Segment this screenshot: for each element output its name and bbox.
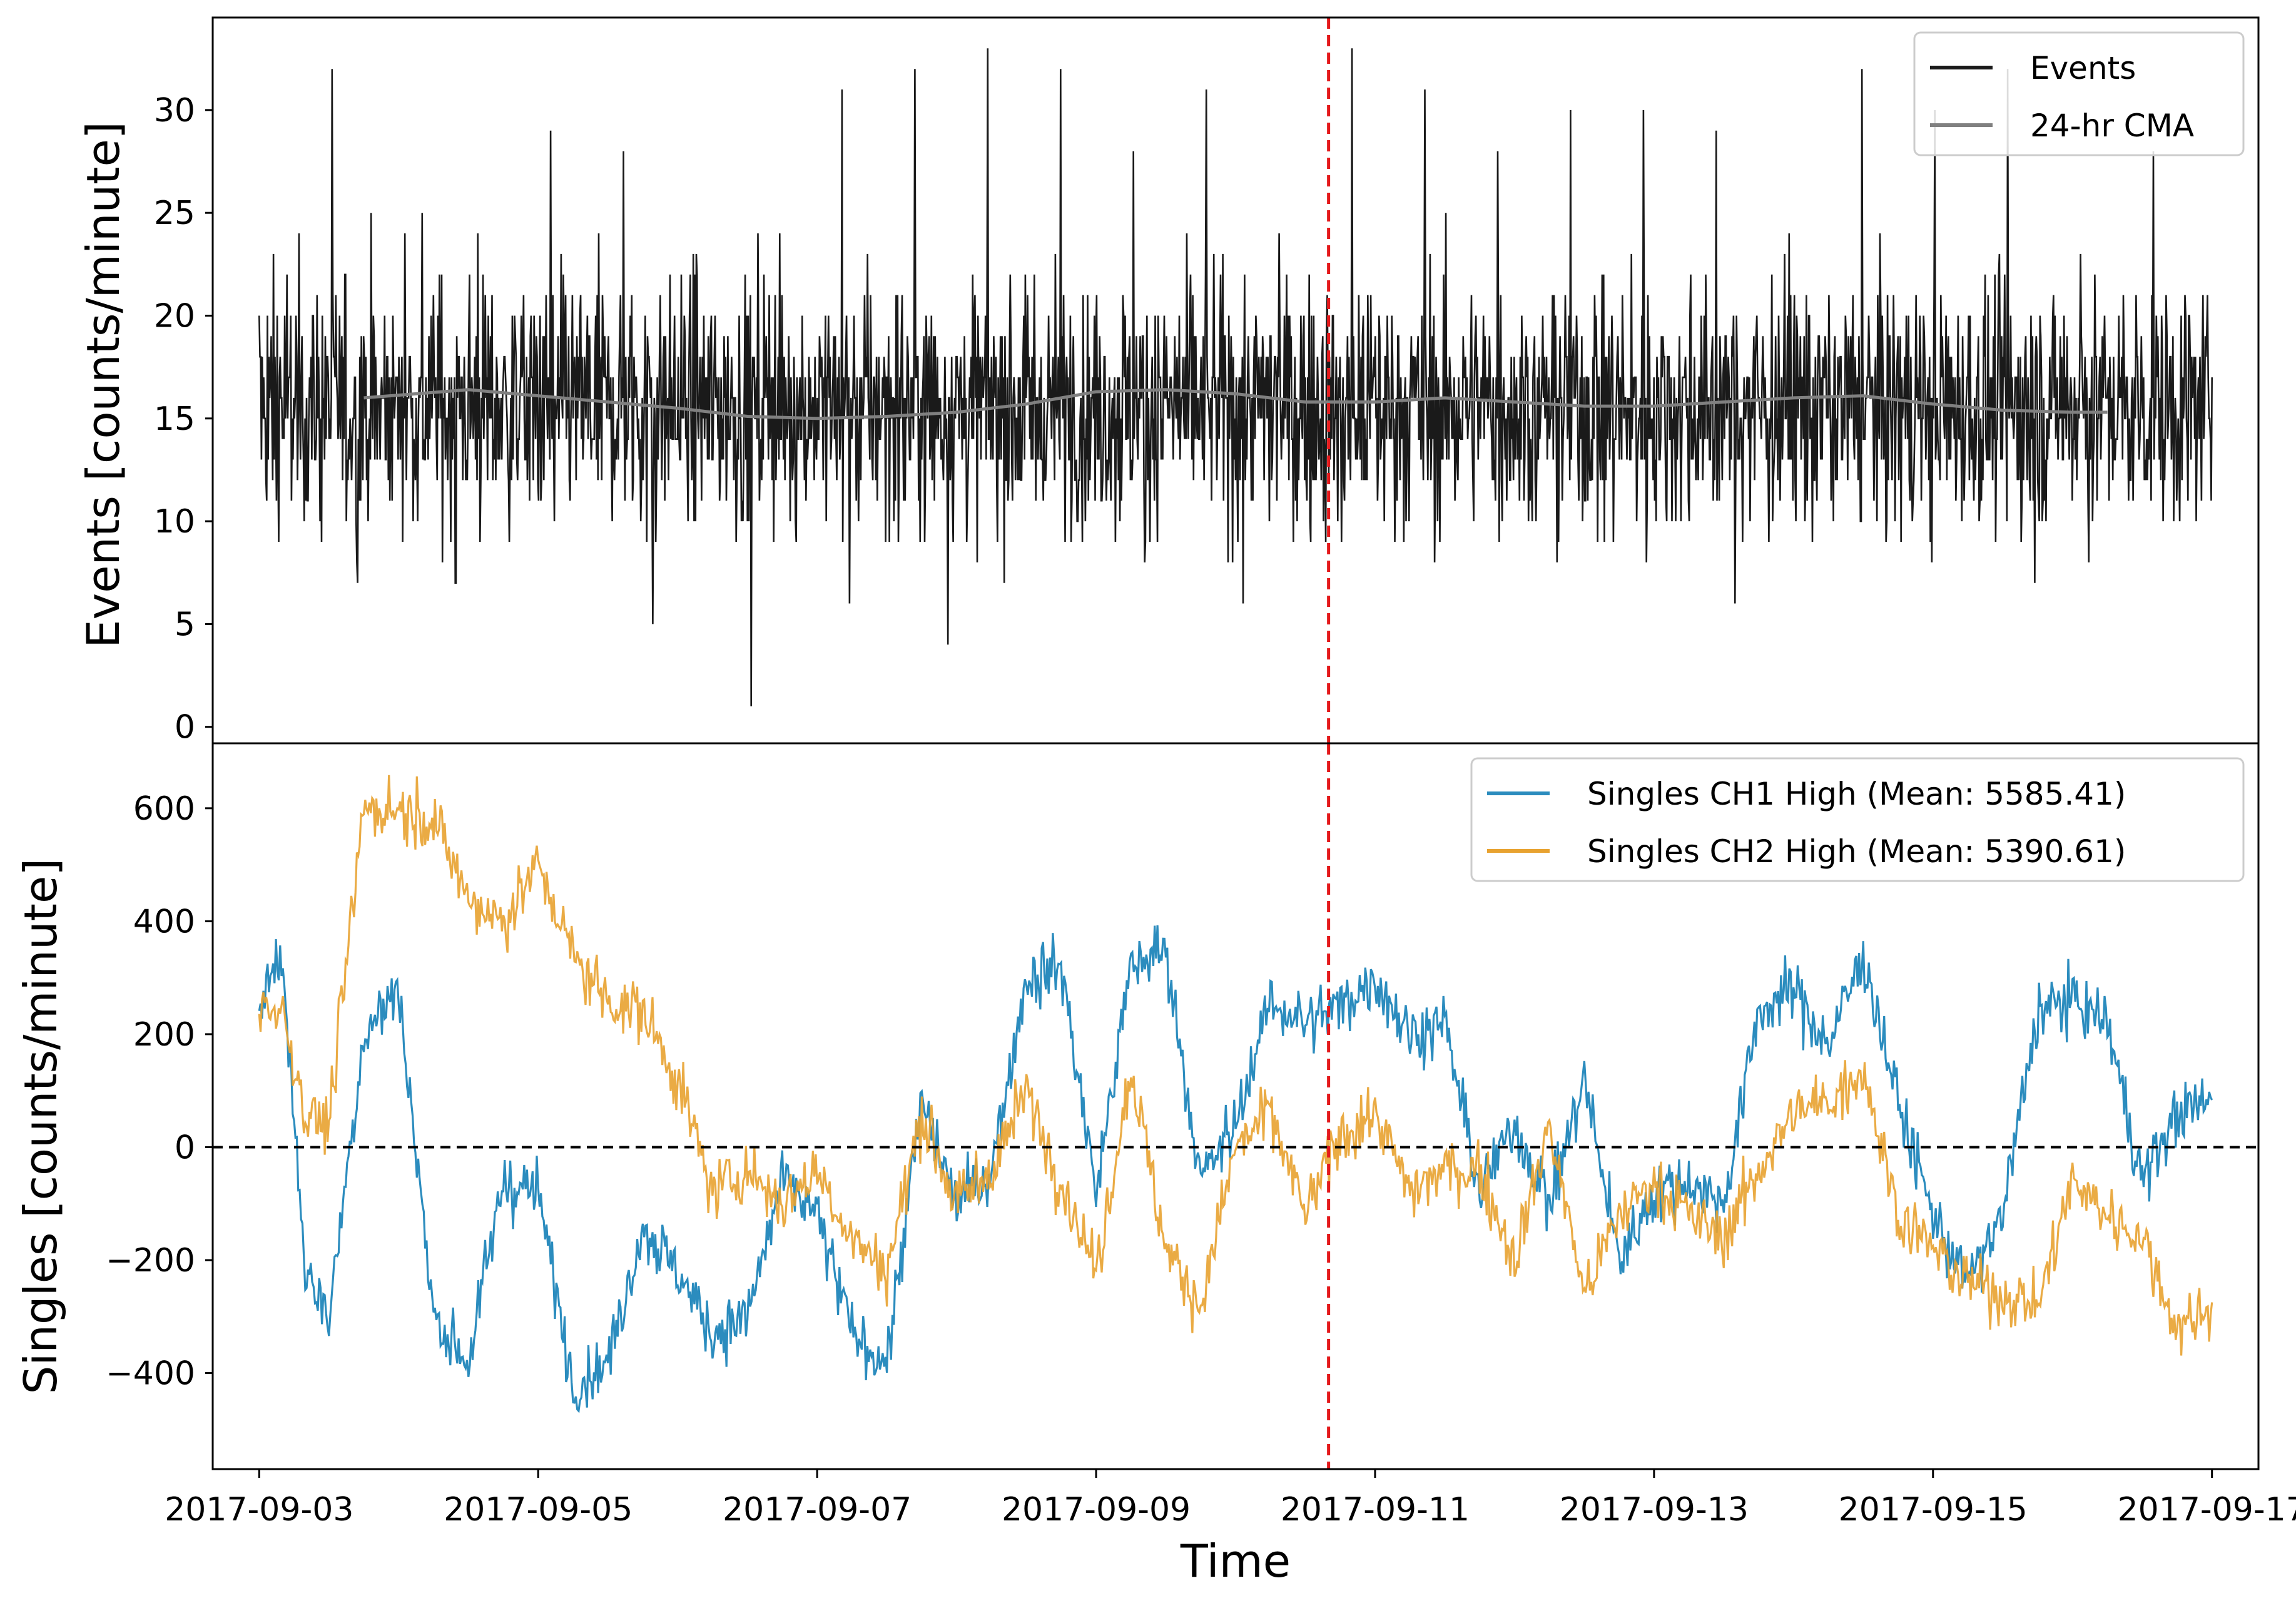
events-legend: Events 24-hr CMA	[1913, 31, 2245, 156]
x-tick-label: 2017-09-15	[1839, 1491, 2028, 1529]
y-tick-label: 25	[154, 195, 195, 232]
y-tick-label: 10	[154, 503, 195, 541]
y-tick-label: 5	[175, 606, 195, 643]
events-series-line	[258, 48, 2213, 706]
x-tick-label: 2017-09-05	[444, 1491, 632, 1529]
legend-entry-label: Singles CH1 High (Mean: 5585.41)	[1587, 776, 2126, 812]
x-tick-label: 2017-09-03	[165, 1491, 353, 1529]
legend-entry-label: Singles CH2 High (Mean: 5390.61)	[1587, 833, 2126, 870]
ch1-series-line	[258, 925, 2213, 1413]
cma-series-line	[363, 388, 2108, 420]
legend-entry-label: 24-hr CMA	[2030, 108, 2194, 144]
y-tick-label: 600	[133, 790, 195, 828]
y-tick-label: 0	[175, 709, 195, 746]
events-panel: 0 5 10 15 20 25 30 Events [counts/minute] Even…	[77, 16, 2260, 746]
singles-legend-box	[1470, 757, 2245, 882]
singles-panel: −400 −200 0 200 400 600 2017-09-03 2017-09-05 2…	[14, 742, 2296, 1587]
events-legend-box	[1913, 31, 2245, 156]
ch2-series-line	[258, 775, 2213, 1356]
y-tick-label: −400	[106, 1355, 195, 1393]
x-axis-label: Time	[1180, 1535, 1291, 1587]
y-tick-label: 0	[175, 1129, 195, 1166]
events-y-axis-label: Events [counts/minute]	[77, 121, 130, 648]
x-tick-label: 2017-09-09	[1002, 1491, 1191, 1529]
x-tick-label: 2017-09-17	[2118, 1491, 2296, 1529]
singles-plot-frame	[211, 742, 2260, 1470]
y-tick-label: −200	[106, 1242, 195, 1280]
legend-entry-label: Events	[2030, 50, 2136, 86]
y-tick-label: 200	[133, 1016, 195, 1054]
x-tick-label: 2017-09-07	[723, 1491, 912, 1529]
x-tick-label: 2017-09-11	[1281, 1491, 1470, 1529]
singles-legend: Singles CH1 High (Mean: 5585.41) Singles …	[1470, 757, 2245, 882]
y-tick-label: 400	[133, 903, 195, 940]
y-tick-label: 20	[154, 297, 195, 335]
y-tick-label: 15	[154, 400, 195, 438]
y-tick-label: 30	[154, 92, 195, 130]
singles-y-axis-label: Singles [counts/minute]	[14, 858, 67, 1395]
x-tick-label: 2017-09-13	[1560, 1491, 1749, 1529]
